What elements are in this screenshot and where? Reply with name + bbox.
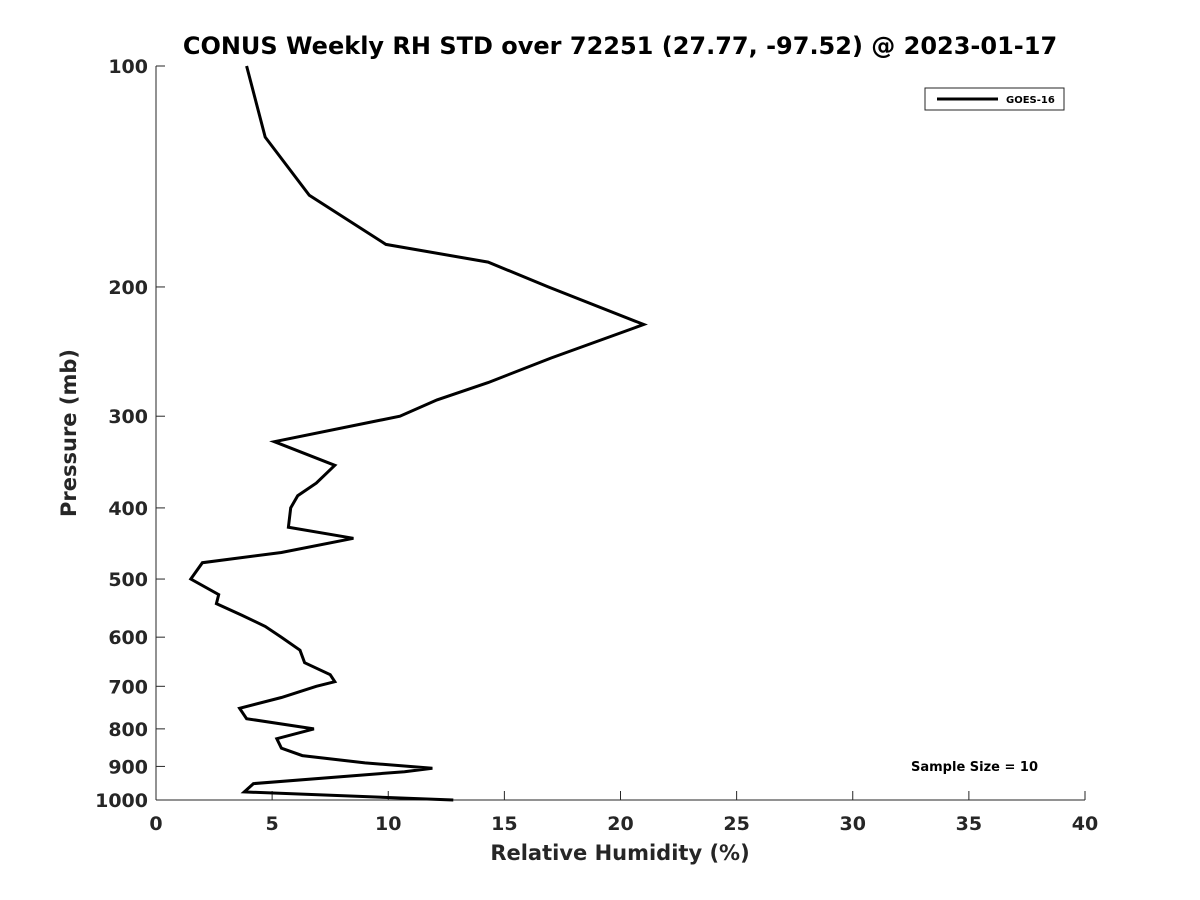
x-tick-label: 20: [607, 813, 633, 835]
x-tick-label: 40: [1072, 813, 1098, 835]
x-tick-label: 30: [840, 813, 866, 835]
x-tick-label: 0: [149, 813, 162, 835]
x-tick-label: 15: [491, 813, 517, 835]
y-tick-label: 400: [108, 498, 148, 520]
sample-size-annotation: Sample Size = 10: [911, 760, 1038, 775]
y-tick-label: 700: [108, 676, 148, 698]
y-axis-label: Pressure (mb): [57, 349, 81, 517]
legend-label: GOES-16: [1006, 95, 1055, 106]
y-tick-label: 900: [108, 756, 148, 778]
x-axis-ticks: 0 5 10 15 20 25 30 35 40: [149, 791, 1098, 835]
y-tick-label: 1000: [95, 790, 148, 812]
x-tick-label: 25: [723, 813, 749, 835]
y-tick-label: 200: [108, 277, 148, 299]
y-tick-label: 500: [108, 569, 148, 591]
series-line-goes-16: [188, 65, 648, 802]
legend: GOES-16: [924, 87, 1065, 111]
x-tick-label: 10: [375, 813, 401, 835]
chart-title: CONUS Weekly RH STD over 72251 (27.77, -…: [183, 32, 1057, 60]
x-tick-label: 5: [266, 813, 279, 835]
y-tick-label: 600: [108, 627, 148, 649]
x-axis-label: Relative Humidity (%): [490, 841, 749, 865]
y-tick-label: 300: [108, 406, 148, 428]
y-tick-label: 100: [108, 56, 148, 78]
y-axis-ticks: 100 200 300 400 500 600 700 800 900 1000: [95, 56, 165, 812]
x-tick-label: 35: [956, 813, 982, 835]
y-tick-label: 800: [108, 719, 148, 741]
series-group: [188, 65, 648, 802]
